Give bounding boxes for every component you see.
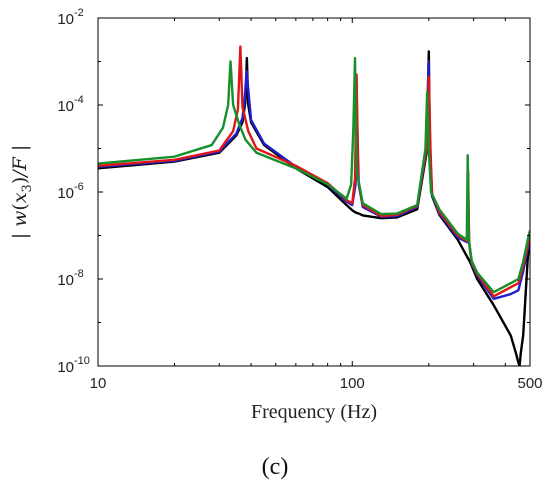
- y-tick-base: 10: [57, 11, 74, 28]
- y-tick-label: 10: [57, 185, 74, 202]
- y-tick-exponent: -10: [74, 355, 90, 367]
- ticks-layer: [97, 17, 531, 367]
- y-tick-label: 10: [57, 98, 74, 115]
- y-tick-label: 10: [57, 272, 74, 289]
- plot-frame: [97, 17, 531, 367]
- y-tick-exponent: -2: [74, 7, 84, 19]
- x-tick-label: 500: [517, 375, 542, 392]
- y-tick-label: 10: [57, 359, 74, 376]
- series-line-1: [98, 50, 530, 366]
- y-tick-exponent: -8: [74, 268, 84, 280]
- series-line-4: [98, 56, 530, 294]
- x-axis-title: Frequency (Hz): [251, 401, 377, 423]
- y-tick-base: 10: [57, 98, 74, 115]
- y-tick-exponent: -4: [74, 94, 84, 106]
- y-tick-base: 10: [57, 359, 74, 376]
- series-layer: [98, 45, 530, 366]
- y-tick-label: 10: [57, 11, 74, 28]
- y-tick-base: 10: [57, 185, 74, 202]
- x-tick-label: 10: [90, 375, 107, 392]
- y-axis-title: | w(x3)/F |: [9, 145, 35, 240]
- y-tick-exponent: -6: [74, 181, 84, 193]
- panel-label: (c): [262, 454, 289, 480]
- x-tick-label: 100: [340, 375, 365, 392]
- series-line-3: [98, 45, 530, 298]
- y-tick-base: 10: [57, 272, 74, 289]
